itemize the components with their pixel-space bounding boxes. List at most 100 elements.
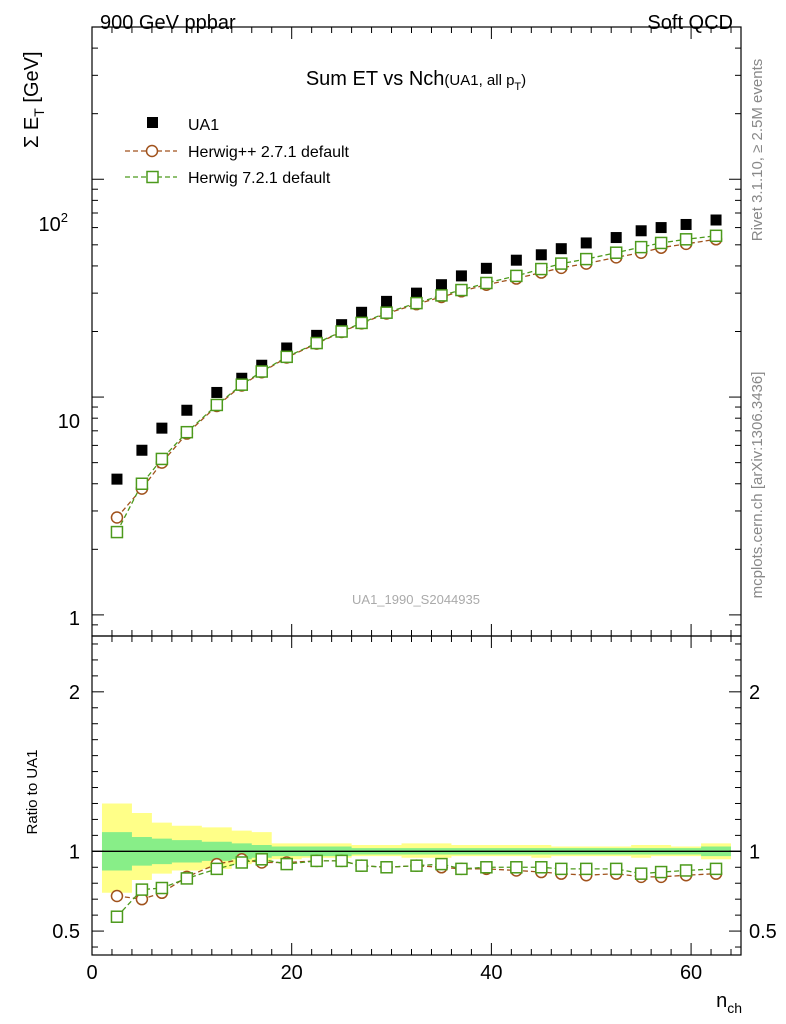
mcplots-reference-label: mcplots.cern.ch [arXiv:1306.3436] bbox=[749, 372, 766, 599]
main-point-herwig7 bbox=[579, 252, 593, 266]
legend-marker-herwig7 bbox=[146, 170, 159, 184]
main-point-herwigpp bbox=[110, 511, 124, 524]
main-point-herwig7 bbox=[310, 336, 323, 350]
main-ytick-label-100: 102 bbox=[39, 210, 68, 236]
ratio-panel-axes: 0.5 0.51 12 20 20 40 60 bbox=[52, 635, 777, 984]
ratio-point-herwig7 bbox=[654, 865, 668, 879]
main-point-ua1 bbox=[411, 287, 422, 299]
main-point-ua1 bbox=[311, 329, 323, 341]
ratio-ytick-label-left: 0.5 bbox=[52, 921, 80, 943]
x-axis-label-main: n bbox=[716, 990, 727, 1012]
main-ytick-label-10: 10 bbox=[58, 411, 80, 433]
main-point-ua1 bbox=[356, 306, 368, 318]
main-point-herwig7 bbox=[280, 350, 293, 364]
main-point-ua1 bbox=[635, 225, 647, 237]
main-panel-series bbox=[110, 214, 723, 539]
ratio-ytick-label-left: 1 bbox=[69, 841, 80, 863]
x-axis-label: nch bbox=[716, 990, 742, 1016]
ratio-point-herwig7 bbox=[155, 881, 169, 895]
legend-label-herwig7: Herwig 7.2.1 default bbox=[188, 170, 331, 187]
ratio-point-herwig7 bbox=[609, 862, 623, 876]
ratio-ytick-label-right: 2 bbox=[749, 682, 760, 704]
main-y-axis-label: Σ ET [GeV] bbox=[21, 51, 47, 148]
main-point-herwig7 bbox=[210, 398, 224, 412]
main-point-herwig7 bbox=[135, 477, 149, 490]
ratio-point-herwig7 bbox=[555, 862, 568, 876]
ratio-y-axis-label: Ratio to UA1 bbox=[24, 749, 41, 834]
main-point-ua1 bbox=[510, 254, 522, 266]
ratio-ytick-label-left: 2 bbox=[69, 682, 80, 704]
main-point-ua1 bbox=[381, 295, 393, 307]
ratio-ytick-label-right: 0.5 bbox=[749, 921, 777, 943]
main-point-ua1 bbox=[156, 422, 168, 434]
ratio-point-herwig7 bbox=[435, 857, 448, 871]
chart-title-sub-close: ) bbox=[521, 72, 526, 89]
legend-marker-herwigpp bbox=[145, 144, 159, 158]
main-ytick-label-1: 1 bbox=[69, 608, 80, 630]
ratio-point-herwig7 bbox=[110, 910, 124, 923]
xtick-label: 60 bbox=[680, 962, 702, 984]
main-point-ua1 bbox=[610, 232, 622, 244]
main-point-ua1 bbox=[435, 279, 447, 291]
ratio-panel-frame bbox=[91, 635, 742, 956]
main-point-herwig7 bbox=[435, 289, 448, 302]
main-point-herwig7 bbox=[654, 236, 668, 250]
x-axis-label-index: ch bbox=[727, 1000, 742, 1016]
ratio-point-herwig7 bbox=[280, 857, 293, 871]
ratio-point-herwig7 bbox=[634, 867, 648, 880]
main-point-herwig7 bbox=[480, 276, 493, 290]
main-point-ua1 bbox=[211, 386, 223, 398]
ratio-point-herwig7 bbox=[135, 883, 149, 896]
main-point-herwig7 bbox=[609, 246, 623, 259]
main-point-ua1 bbox=[236, 372, 248, 384]
main-line-herwigpp bbox=[116, 238, 717, 518]
main-point-ua1 bbox=[256, 359, 268, 371]
main-point-herwig7 bbox=[555, 257, 568, 270]
main-point-ua1 bbox=[555, 243, 567, 255]
main-point-herwig7 bbox=[510, 269, 523, 283]
main-y-axis-label-unit: [GeV] bbox=[21, 51, 43, 108]
ratio-point-herwig7 bbox=[510, 861, 523, 874]
ratio-point-herwig7 bbox=[480, 861, 493, 874]
ratio-point-herwig7 bbox=[410, 859, 423, 872]
ratio-ytick-label-right: 1 bbox=[749, 841, 760, 863]
ratio-point-herwig7 bbox=[180, 872, 194, 885]
xtick-label: 0 bbox=[86, 962, 97, 984]
rivet-version-label: Rivet 3.1.10, ≥ 2.5M events bbox=[749, 59, 766, 242]
ratio-point-herwig7 bbox=[579, 862, 593, 876]
main-point-ua1 bbox=[111, 473, 123, 485]
ratio-point-herwig7 bbox=[235, 856, 249, 869]
ratio-point-herwig7 bbox=[679, 864, 693, 877]
ratio-point-herwig7 bbox=[355, 859, 368, 872]
main-point-ua1 bbox=[136, 444, 148, 456]
main-point-herwig7 bbox=[180, 425, 194, 439]
ratio-point-herwig7 bbox=[380, 861, 393, 874]
main-point-herwig7 bbox=[335, 325, 348, 338]
chart-title-sub-index: T bbox=[514, 81, 521, 93]
ratio-point-herwig7 bbox=[210, 862, 224, 876]
main-point-herwig7 bbox=[535, 262, 548, 276]
main-point-ua1 bbox=[710, 214, 722, 226]
header-right-label: Soft QCD bbox=[647, 12, 733, 34]
main-line-herwig7 bbox=[116, 235, 717, 533]
main-y-axis-label-index: T bbox=[31, 108, 47, 117]
ratio-point-herwig7 bbox=[335, 854, 348, 868]
main-point-herwig7 bbox=[634, 240, 648, 254]
ratio-point-herwig7 bbox=[310, 854, 323, 868]
main-point-ua1 bbox=[455, 270, 467, 282]
xtick-label: 20 bbox=[281, 962, 303, 984]
legend: UA1 Herwig++ 2.7.1 default Herwig 7.2.1 … bbox=[125, 117, 350, 187]
main-y-axis-label-prefix: Σ E bbox=[21, 117, 43, 148]
main-point-ua1 bbox=[181, 404, 193, 416]
main-point-ua1 bbox=[336, 319, 348, 331]
ratio-point-herwigpp bbox=[110, 889, 124, 903]
main-point-herwig7 bbox=[155, 452, 169, 466]
main-point-herwig7 bbox=[355, 316, 368, 330]
main-point-herwig7 bbox=[380, 306, 393, 319]
main-point-ua1 bbox=[535, 249, 547, 261]
chart-title-sub: (UA1, all p bbox=[444, 72, 514, 89]
header-left-label: 900 GeV ppbar bbox=[100, 12, 236, 34]
ratio-point-herwig7 bbox=[709, 862, 723, 876]
legend-label-ua1: UA1 bbox=[188, 117, 219, 134]
main-point-ua1 bbox=[281, 342, 293, 354]
